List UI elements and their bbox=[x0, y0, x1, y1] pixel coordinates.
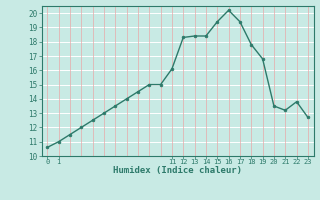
X-axis label: Humidex (Indice chaleur): Humidex (Indice chaleur) bbox=[113, 166, 242, 175]
